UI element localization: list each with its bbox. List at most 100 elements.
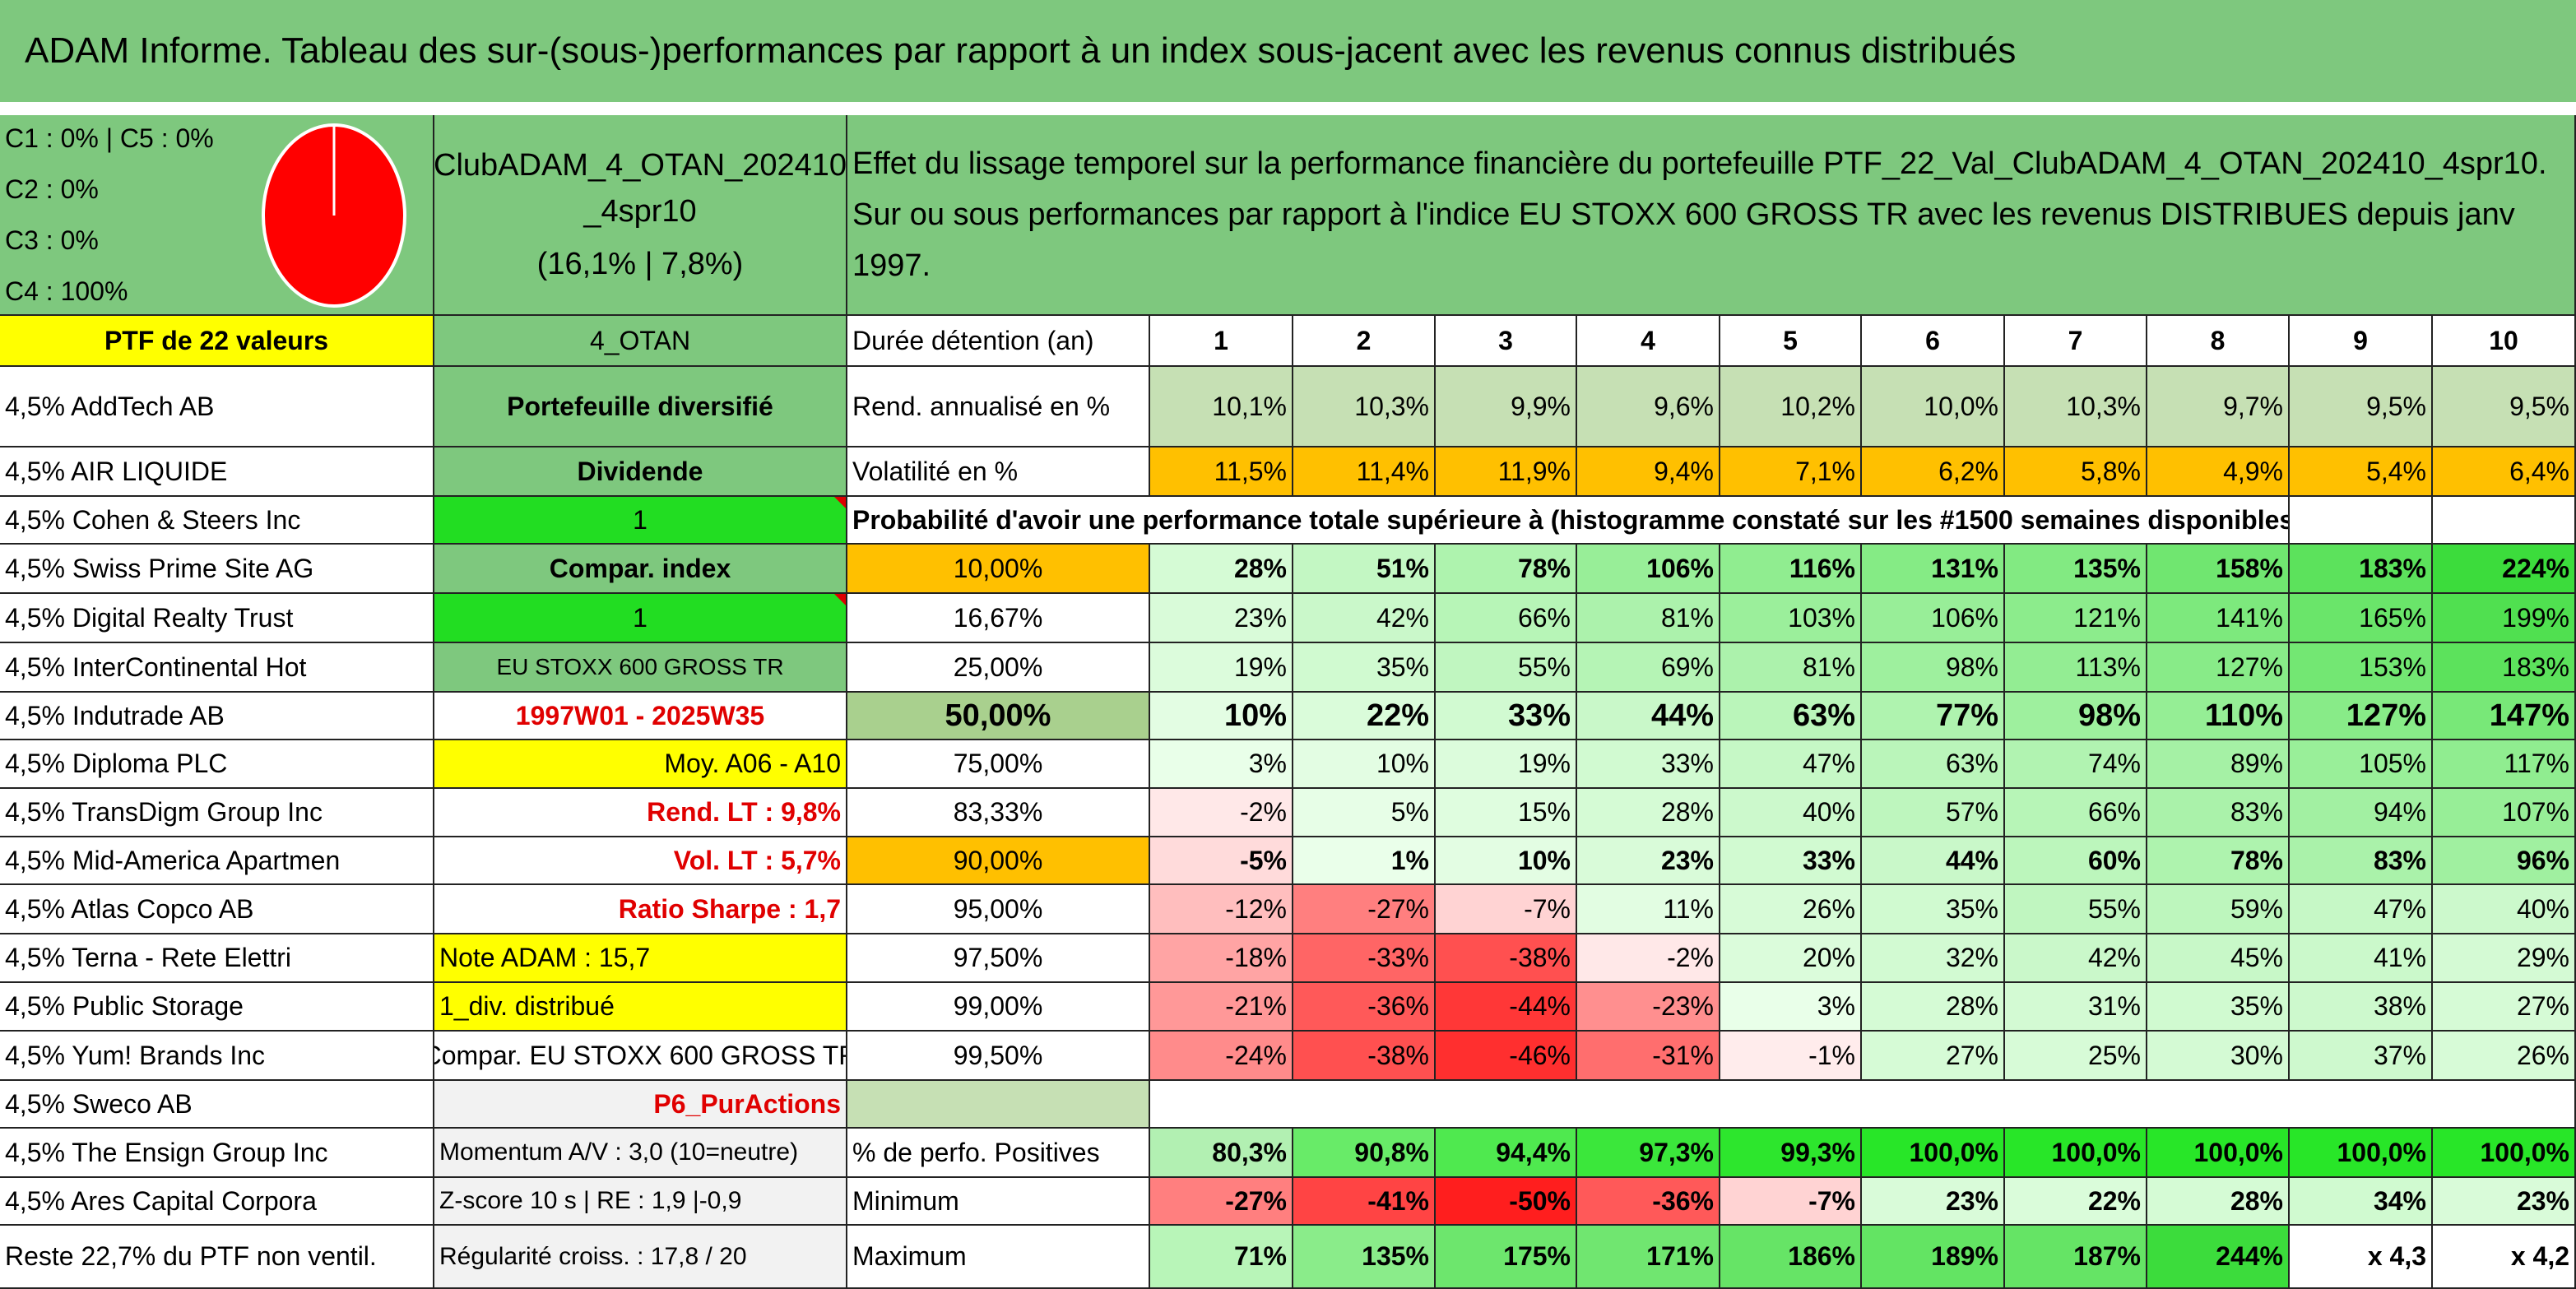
holding-row: 4,5% The Ensign Group Inc xyxy=(0,1129,434,1178)
maximum-value: x 4,2 xyxy=(2433,1226,2576,1289)
prob-value: 45% xyxy=(2147,934,2290,983)
return-value: 10,0% xyxy=(1862,367,2005,447)
minimum-value: -50% xyxy=(1436,1178,1577,1226)
pie-legend-block: C1 : 0% | C5 : 0% C2 : 0% C3 : 0% C4 : 1… xyxy=(0,115,434,316)
vol-value: 5,4% xyxy=(2290,447,2433,497)
year-header: 2 xyxy=(1293,316,1436,367)
vol-value: 7,1% xyxy=(1720,447,1862,497)
holding-row: 4,5% Ares Capital Corpora xyxy=(0,1178,434,1226)
info-cell: Rend. LT : 9,8% xyxy=(434,789,847,837)
prob-value: -18% xyxy=(1150,934,1293,983)
description-text: Effet du lissage temporel sur la perform… xyxy=(852,146,2547,283)
holding-row: 4,5% Indutrade AB xyxy=(0,693,434,740)
prob-value: -23% xyxy=(1577,983,1720,1032)
info-cell: Vol. LT : 5,7% xyxy=(434,837,847,885)
prob-value: 42% xyxy=(2005,934,2147,983)
prob-threshold: 25,00% xyxy=(847,643,1150,693)
allocation-pie-chart xyxy=(262,123,406,308)
prob-value: 66% xyxy=(1436,594,1577,643)
prob-value: 15% xyxy=(1436,789,1577,837)
prob-value: 35% xyxy=(1862,885,2005,934)
prob-value: -27% xyxy=(1293,885,1436,934)
return-value: 10,1% xyxy=(1150,367,1293,447)
holding-row: 4,5% Atlas Copco AB xyxy=(0,885,434,934)
vol-value: 6,4% xyxy=(2433,447,2576,497)
club-performance: (16,1% | 7,8%) xyxy=(536,247,744,281)
prob-value: -7% xyxy=(1436,885,1577,934)
prob-value: 27% xyxy=(2433,983,2576,1032)
prob-value: -38% xyxy=(1436,934,1577,983)
holding-row: 4,5% Digital Realty Trust xyxy=(0,594,434,643)
prob-value: 22% xyxy=(1293,693,1436,740)
prob-value: 33% xyxy=(1577,740,1720,789)
return-value: 9,5% xyxy=(2290,367,2433,447)
return-value: 10,3% xyxy=(2005,367,2147,447)
prob-value: 121% xyxy=(2005,594,2147,643)
prob-value: 81% xyxy=(1577,594,1720,643)
prob-value: 117% xyxy=(2433,740,2576,789)
prob-value: 30% xyxy=(2147,1032,2290,1081)
prob-value: 110% xyxy=(2147,693,2290,740)
prob-value: -36% xyxy=(1293,983,1436,1032)
info-cell: 4_OTAN xyxy=(434,316,847,367)
prob-value: 147% xyxy=(2433,693,2576,740)
minimum-value: -36% xyxy=(1577,1178,1720,1226)
maximum-value: 186% xyxy=(1720,1226,1862,1289)
prob-value: -31% xyxy=(1577,1032,1720,1081)
maximum-value: 189% xyxy=(1862,1226,2005,1289)
holding-row: 4,5% Diploma PLC xyxy=(0,740,434,789)
prob-value: -33% xyxy=(1293,934,1436,983)
prob-value: 47% xyxy=(2290,885,2433,934)
info-cell: Compar. index xyxy=(434,545,847,594)
prob-value: 83% xyxy=(2290,837,2433,885)
holding-row: 4,5% TransDigm Group Inc xyxy=(0,789,434,837)
prob-value: 113% xyxy=(2005,643,2147,693)
legend-c1-c5: C1 : 0% | C5 : 0% xyxy=(5,123,214,153)
prob-value: -21% xyxy=(1150,983,1293,1032)
info-cell: Portefeuille diversifié xyxy=(434,367,847,447)
prob-value: 77% xyxy=(1862,693,2005,740)
prob-value: 11% xyxy=(1577,885,1720,934)
positive-value: 99,3% xyxy=(1720,1129,1862,1178)
vol-value: 6,2% xyxy=(1862,447,2005,497)
maximum-value: x 4,3 xyxy=(2290,1226,2433,1289)
maximum-value: 244% xyxy=(2147,1226,2290,1289)
minimum-value: 22% xyxy=(2005,1178,2147,1226)
prob-value: 33% xyxy=(1436,693,1577,740)
return-label: Rend. annualisé en % xyxy=(847,367,1150,447)
empty-cell xyxy=(2290,497,2433,545)
prob-value: 183% xyxy=(2433,643,2576,693)
prob-value: 42% xyxy=(1293,594,1436,643)
prob-value: 31% xyxy=(2005,983,2147,1032)
prob-value: 3% xyxy=(1150,740,1293,789)
positive-value: 94,4% xyxy=(1436,1129,1577,1178)
prob-value: 127% xyxy=(2147,643,2290,693)
prob-value: 35% xyxy=(2147,983,2290,1032)
maximum-value: 187% xyxy=(2005,1226,2147,1289)
positive-value: 100,0% xyxy=(2147,1129,2290,1178)
maximum-value: 171% xyxy=(1577,1226,1720,1289)
holding-row: 4,5% AIR LIQUIDE xyxy=(0,447,434,497)
return-value: 9,6% xyxy=(1577,367,1720,447)
prob-threshold: 16,67% xyxy=(847,594,1150,643)
prob-threshold: 95,00% xyxy=(847,885,1150,934)
prob-value: 41% xyxy=(2290,934,2433,983)
info-cell: 1997W01 - 2025W35 xyxy=(434,693,847,740)
year-header: 9 xyxy=(2290,316,2433,367)
return-value: 9,7% xyxy=(2147,367,2290,447)
prob-threshold: 99,00% xyxy=(847,983,1150,1032)
holding-row: 4,5% Swiss Prime Site AG xyxy=(0,545,434,594)
info-cell: Dividende xyxy=(434,447,847,497)
prob-value: 44% xyxy=(1577,693,1720,740)
prob-value: 103% xyxy=(1720,594,1862,643)
prob-value: 96% xyxy=(2433,837,2576,885)
prob-value: 29% xyxy=(2433,934,2576,983)
holding-row: 4,5% InterContinental Hot xyxy=(0,643,434,693)
info-cell: Momentum A/V : 3,0 (10=neutre) xyxy=(434,1129,847,1178)
prob-value: 158% xyxy=(2147,545,2290,594)
performance-table: C1 : 0% | C5 : 0% C2 : 0% C3 : 0% C4 : 1… xyxy=(0,115,2576,1289)
vol-value: 11,9% xyxy=(1436,447,1577,497)
year-header: 8 xyxy=(2147,316,2290,367)
holding-row: 4,5% AddTech AB xyxy=(0,367,434,447)
year-header: 7 xyxy=(2005,316,2147,367)
